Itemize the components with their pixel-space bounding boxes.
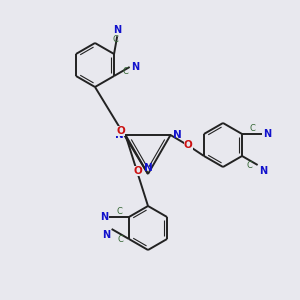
Text: C: C — [123, 67, 129, 76]
Text: N: N — [103, 230, 111, 240]
Text: N: N — [263, 129, 271, 139]
Text: O: O — [116, 125, 125, 136]
Text: N: N — [115, 130, 124, 140]
Text: O: O — [134, 166, 142, 176]
Text: C: C — [113, 35, 118, 44]
Text: C: C — [116, 207, 122, 216]
Text: C: C — [117, 235, 123, 244]
Text: N: N — [259, 166, 267, 176]
Text: C: C — [247, 161, 253, 170]
Text: C: C — [249, 124, 255, 133]
Text: N: N — [172, 130, 181, 140]
Text: N: N — [130, 62, 139, 72]
Text: N: N — [100, 212, 108, 222]
Text: N: N — [113, 25, 121, 35]
Text: N: N — [144, 163, 152, 173]
Text: O: O — [184, 140, 193, 151]
